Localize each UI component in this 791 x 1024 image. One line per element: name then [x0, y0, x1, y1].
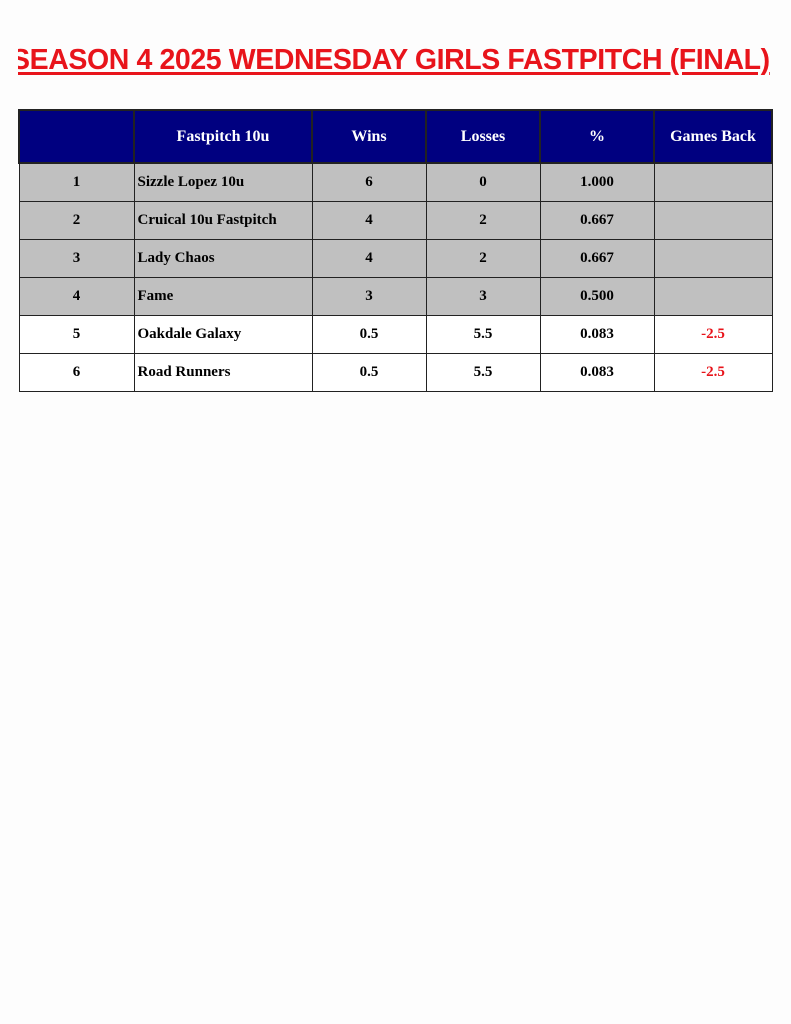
team-cell: Lady Chaos	[133, 239, 313, 278]
games-back-cell: -2.5	[653, 315, 773, 354]
losses-cell: 0	[425, 162, 541, 202]
losses-cell: 3	[425, 277, 541, 316]
page-title: SEASON 4 2025 WEDNESDAY GIRLS FASTPITCH …	[18, 44, 770, 76]
header-losses: Losses	[425, 109, 541, 164]
rank-cell: 1	[18, 162, 135, 202]
team-cell: Fame	[133, 277, 313, 316]
team-cell: Cruical 10u Fastpitch	[133, 201, 313, 240]
wins-cell: 0.5	[311, 353, 427, 392]
team-cell: Sizzle Lopez 10u	[133, 162, 313, 202]
header-team: Fastpitch 10u	[133, 109, 313, 164]
wins-cell: 4	[311, 239, 427, 278]
wins-cell: 3	[311, 277, 427, 316]
wins-cell: 0.5	[311, 315, 427, 354]
wins-cell: 6	[311, 162, 427, 202]
games-back-cell	[653, 162, 773, 202]
losses-cell: 2	[425, 239, 541, 278]
table-row: 2 Cruical 10u Fastpitch 4 2 0.667	[18, 201, 773, 240]
rank-cell: 3	[18, 239, 135, 278]
losses-cell: 2	[425, 201, 541, 240]
pct-cell: 0.667	[539, 239, 655, 278]
rank-cell: 5	[18, 315, 135, 354]
pct-cell: 0.667	[539, 201, 655, 240]
wins-cell: 4	[311, 201, 427, 240]
team-cell: Oakdale Galaxy	[133, 315, 313, 354]
table-row: 4 Fame 3 3 0.500	[18, 277, 773, 316]
games-back-cell	[653, 239, 773, 278]
header-rank	[18, 109, 135, 164]
pct-cell: 1.000	[539, 162, 655, 202]
table-row: 6 Road Runners 0.5 5.5 0.083 -2.5	[18, 353, 773, 392]
games-back-cell: -2.5	[653, 353, 773, 392]
header-pct: %	[539, 109, 655, 164]
pct-cell: 0.083	[539, 315, 655, 354]
rank-cell: 6	[18, 353, 135, 392]
team-cell: Road Runners	[133, 353, 313, 392]
games-back-cell	[653, 201, 773, 240]
games-back-cell	[653, 277, 773, 316]
header-row: Fastpitch 10u Wins Losses % Games Back	[18, 109, 773, 164]
title-container: SEASON 4 2025 WEDNESDAY GIRLS FASTPITCH …	[18, 44, 772, 84]
table-row: 5 Oakdale Galaxy 0.5 5.5 0.083 -2.5	[18, 315, 773, 354]
table-row: 3 Lady Chaos 4 2 0.667	[18, 239, 773, 278]
pct-cell: 0.083	[539, 353, 655, 392]
pct-cell: 0.500	[539, 277, 655, 316]
standings-table: Fastpitch 10u Wins Losses % Games Back 1…	[18, 109, 773, 392]
table-row: 1 Sizzle Lopez 10u 6 0 1.000	[18, 162, 773, 202]
header-games-back: Games Back	[653, 109, 773, 164]
rank-cell: 2	[18, 201, 135, 240]
rank-cell: 4	[18, 277, 135, 316]
header-wins: Wins	[311, 109, 427, 164]
losses-cell: 5.5	[425, 315, 541, 354]
losses-cell: 5.5	[425, 353, 541, 392]
